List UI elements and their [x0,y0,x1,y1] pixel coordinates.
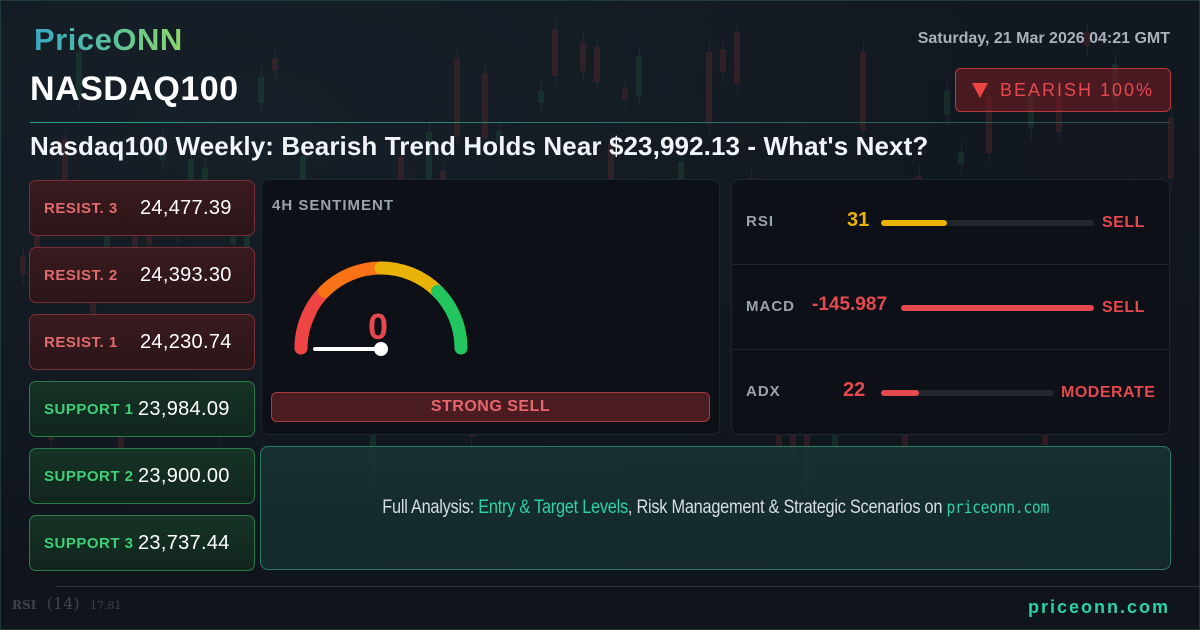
background-rsi-label: RSI (14) 17.81 [12,594,122,613]
indicator-bar [881,220,1094,226]
level-label: RESIST. 1 [44,333,118,351]
triangle-down-icon [971,82,988,98]
brand-logo: PriceONN [34,22,183,57]
level-support-3: SUPPORT 3 23,737.44 [29,515,255,571]
sentiment-card: 4H SENTIMENT 0 STRONG SELL [261,179,720,435]
full-analysis-banner[interactable]: Full Analysis: Entry & Target Levels, Ri… [260,446,1171,570]
bottom-divider [55,586,1200,587]
indicator-bar [901,305,1094,311]
header-divider [30,122,1170,123]
indicator-signal: SELL [1102,214,1145,231]
symbol-title: NASDAQ100 [30,70,239,108]
level-value: 24,230.74 [140,330,232,353]
headline: Nasdaq100 Weekly: Bearish Trend Holds Ne… [30,131,929,161]
cta-middle: , Risk Management & Strategic Scenarios … [627,497,947,518]
sentiment-value: 0 [368,306,389,347]
cta-site-link[interactable]: priceonn.com [946,498,1049,518]
trend-label: BEARISH 100% [999,79,1155,100]
footer-site-link[interactable]: priceonn.com [1027,597,1170,617]
level-support-1: SUPPORT 1 23,984.09 [29,381,255,437]
level-label: SUPPORT 2 [44,467,134,485]
timestamp: Saturday, 21 Mar 2026 04:21 GMT [917,30,1170,47]
indicator-value: 31 [847,209,870,231]
indicator-bar-fill [881,390,920,396]
sentiment-title: 4H SENTIMENT [272,197,395,214]
indicator-name: RSI [746,213,775,230]
sentiment-gauge-icon [294,261,468,356]
level-label: SUPPORT 1 [44,400,134,418]
sentiment-verdict: STRONG SELL [271,392,710,422]
level-label: RESIST. 2 [44,266,118,284]
level-resist-3: RESIST. 3 24,477.39 [29,180,255,236]
level-support-2: SUPPORT 2 23,900.00 [29,448,255,504]
cta-text: Full Analysis: Entry & Target Levels, Ri… [382,497,1049,519]
level-value: 23,984.09 [138,397,230,420]
indicator-value: 22 [843,379,866,401]
level-value: 24,477.39 [140,196,232,219]
price-levels: RESIST. 3 24,477.39 RESIST. 2 24,393.30 … [29,180,255,582]
cta-highlight: Entry & Target Levels [478,497,628,518]
indicator-value: -145.987 [812,294,888,315]
indicator-rsi: RSI 31 SELL [732,180,1169,265]
indicators-card: RSI 31 SELL MACD -145.987 SELL ADX 22 MO… [731,179,1170,435]
indicator-signal: SELL [1102,299,1145,316]
level-value: 24,393.30 [140,263,232,286]
indicator-bar-fill [901,305,1094,311]
level-label: SUPPORT 3 [44,534,134,552]
level-label: RESIST. 3 [44,199,118,217]
level-resist-1: RESIST. 1 24,230.74 [29,314,255,370]
level-value: 23,737.44 [138,531,230,554]
level-resist-2: RESIST. 2 24,393.30 [29,247,255,303]
indicator-name: MACD [746,298,795,315]
indicator-adx: ADX 22 MODERATE [732,350,1169,435]
indicator-signal: MODERATE [1061,384,1156,401]
indicator-bar-fill [881,220,948,226]
indicator-name: ADX [746,383,781,400]
indicator-bar [881,390,1054,396]
indicator-macd: MACD -145.987 SELL [732,265,1169,350]
cta-prefix: Full Analysis: [382,497,479,518]
trend-badge: BEARISH 100% [955,68,1171,112]
level-value: 23,900.00 [138,464,230,487]
